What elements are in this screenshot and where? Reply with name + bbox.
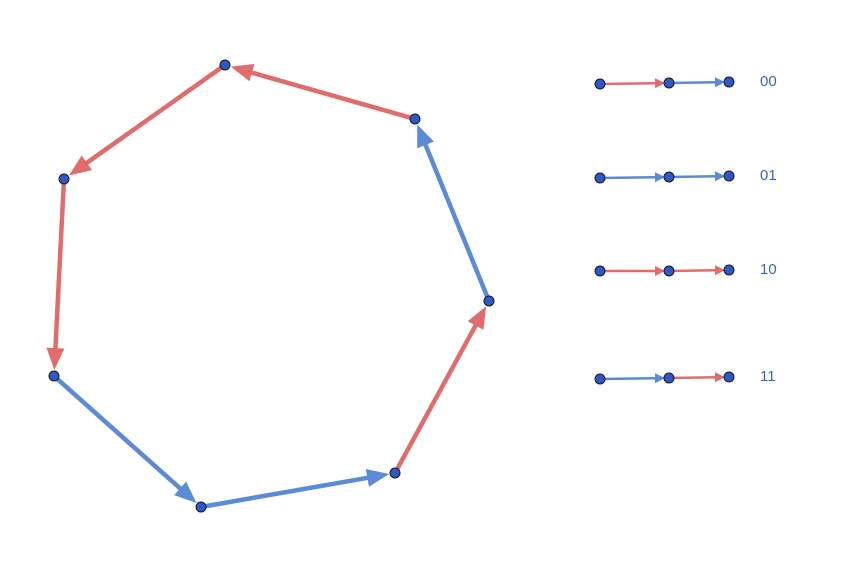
legend-node <box>723 264 735 276</box>
legend-label: 00 <box>760 73 777 90</box>
legend-row-10 <box>594 264 735 277</box>
cycle-node <box>409 113 421 125</box>
cycle-node <box>219 59 231 71</box>
legend-rows <box>594 76 735 385</box>
legend-node <box>663 372 675 384</box>
legend-edge-red-arrow <box>668 372 726 383</box>
legend-edge-blue-arrow <box>668 77 726 88</box>
cycle-node <box>483 295 495 307</box>
legend-node <box>663 265 675 277</box>
cycle-edge-red-arrow <box>46 178 67 371</box>
legend-node <box>723 170 735 182</box>
cycle-node <box>389 467 401 479</box>
cycle-node <box>195 501 207 513</box>
cycle-edge-red-arrow <box>68 63 227 176</box>
cycle-node <box>48 370 60 382</box>
cycle-edge-blue-arrow <box>52 374 197 504</box>
cycle-nodes <box>48 59 495 513</box>
legend-node <box>723 371 735 383</box>
legend-node <box>594 78 606 90</box>
cycle-edge-red-arrow <box>393 306 487 475</box>
legend-label: 01 <box>760 167 777 184</box>
cycle-node <box>58 173 70 185</box>
cycle-edges <box>46 63 492 510</box>
legend-label: 11 <box>760 368 776 385</box>
legend-edge-red-arrow <box>600 266 665 276</box>
legend-node <box>594 172 606 184</box>
legend-label: 10 <box>760 261 777 278</box>
legend-node <box>663 171 675 183</box>
cycle-edge-red-arrow <box>230 63 416 122</box>
cycle-edge-blue-arrow <box>200 468 390 510</box>
legend-edge-blue-arrow <box>668 171 726 182</box>
legend-edge-blue-arrow <box>599 172 666 183</box>
legend-node <box>723 76 735 88</box>
legend-row-11 <box>594 371 735 385</box>
legend-node <box>594 265 606 277</box>
legend-edge-red-arrow <box>668 265 726 276</box>
legend-edge-blue-arrow <box>599 373 666 384</box>
legend-row-00 <box>594 76 735 90</box>
legend-edge-red-arrow <box>599 78 666 89</box>
legend-node <box>663 77 675 89</box>
legend-row-01 <box>594 170 735 184</box>
legend-node <box>594 373 606 385</box>
cycle-edge-blue-arrow <box>417 124 492 302</box>
